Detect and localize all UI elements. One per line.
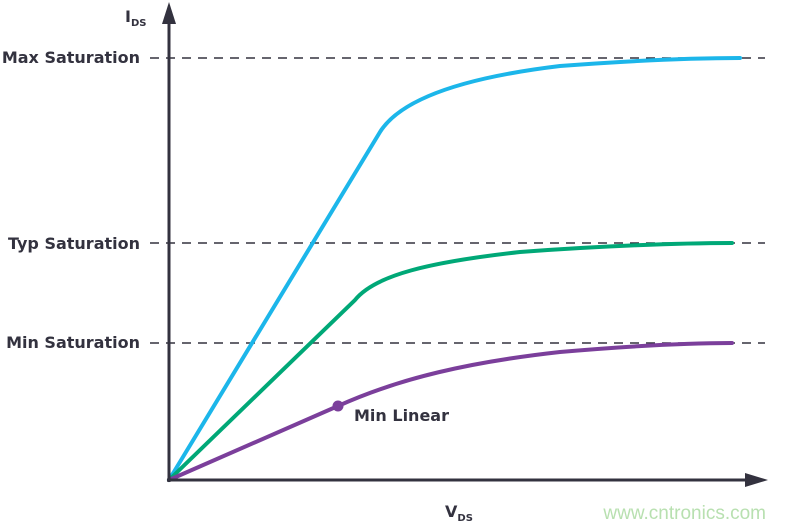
typ-saturation-label: Typ Saturation [8,234,140,253]
max-curve [167,56,742,482]
min-saturation-label: Min Saturation [6,333,140,352]
y-axis-label: IDS [125,7,146,29]
min-linear-point [332,400,344,412]
min-linear-label: Min Linear [354,406,449,425]
x-axis-arrow-icon [745,473,768,487]
min-curve [167,341,734,482]
watermark: www.cntronics.com [602,503,766,524]
saturation-lines [150,57,765,344]
axes [162,2,768,487]
typ-curve [167,241,734,482]
x-axis-label: VDS [445,502,473,524]
y-axis-arrow-icon [162,2,176,24]
max-saturation-label: Max Saturation [2,48,140,67]
